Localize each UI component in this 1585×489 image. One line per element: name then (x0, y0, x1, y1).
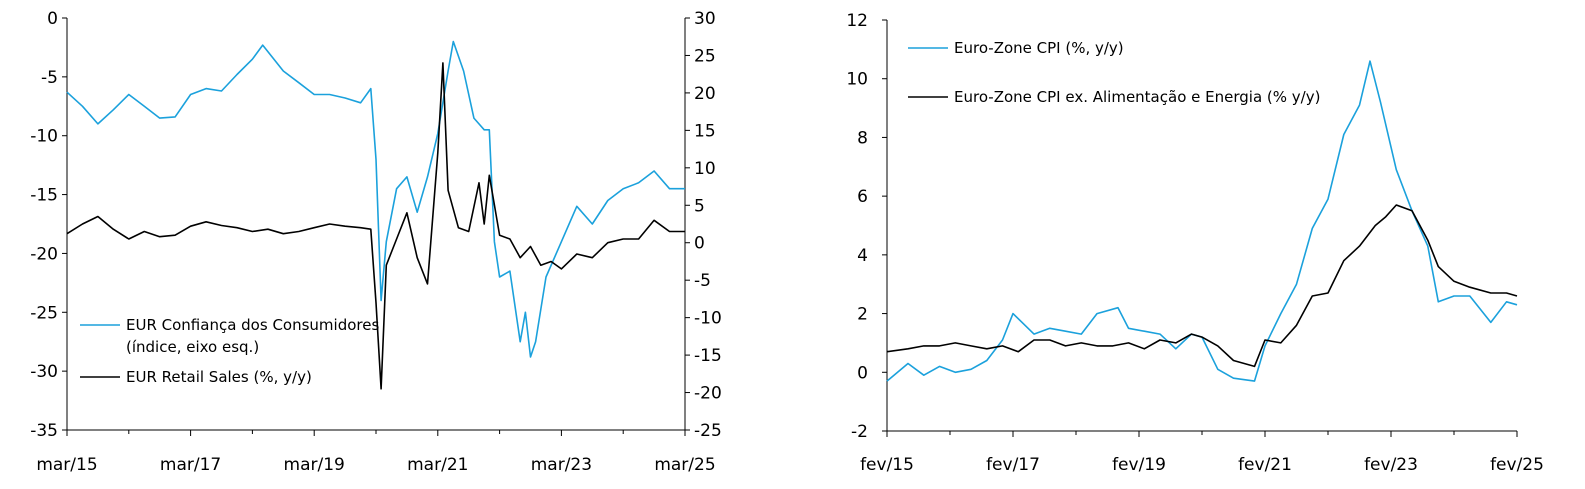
series-line-1 (66, 62, 685, 390)
y-tick-label: 10 (846, 70, 868, 90)
x-tick-label: fev/25 (1490, 455, 1544, 475)
x-tick-label: mar/25 (654, 455, 715, 475)
y2-tick-label: 5 (694, 196, 705, 216)
y2-tick-label: -25 (694, 421, 722, 441)
series-line-1 (886, 204, 1518, 368)
legend-label-1: EUR Retail Sales (%, y/y) (126, 368, 312, 386)
y-tick-label: -5 (41, 68, 58, 88)
y-tick-label: 4 (857, 246, 868, 266)
legend-label-0: (índice, eixo esq.) (126, 338, 259, 356)
y-tick-label: 2 (857, 305, 868, 325)
series-line-0 (66, 40, 685, 358)
y-tick-label: 6 (857, 187, 868, 207)
chart-euro-zone-cpi: 12 10 8 6 4 2 0 -2 fev/15 fev/17 fev/19 fev/21 fev/2… (846, 11, 1544, 475)
y-tick-label: -20 (30, 244, 58, 264)
y-tick-label: -10 (30, 127, 58, 147)
legend-label-0: Euro-Zone CPI (%, y/y) (954, 39, 1124, 57)
y-tick-label: 12 (846, 11, 868, 31)
x-tick-label: fev/15 (860, 455, 914, 475)
y2-tick-label: 10 (694, 159, 716, 179)
x-tick-label: mar/23 (531, 455, 592, 475)
legend-label-1: Euro-Zone CPI ex. Alimentação e Energia … (954, 88, 1320, 106)
y2-tick-label: 20 (694, 84, 716, 104)
x-tick-label: fev/19 (1112, 455, 1166, 475)
y2-tick-label: -20 (694, 384, 722, 404)
series-line-0 (886, 60, 1518, 382)
y2-tick-label: 0 (694, 234, 705, 254)
x-tick-label: fev/17 (986, 455, 1040, 475)
y-tick-label: -30 (30, 362, 58, 382)
y-tick-label: -25 (30, 303, 58, 323)
y2-tick-label: 30 (694, 9, 716, 29)
x-tick-label: mar/15 (36, 455, 97, 475)
x-tick-label: fev/21 (1238, 455, 1292, 475)
y-tick-label: -35 (30, 421, 58, 441)
chart-retail-sales-confidence: 0 -5 -10 -15 -20 -25 -30 -35 30 25 20 15 10 5 0 -5 -10 -1… (30, 9, 722, 475)
y2-tick-label: 15 (694, 121, 716, 141)
y2-tick-label: -5 (694, 271, 711, 291)
legend-label-0: EUR Confiança dos Consumidores (126, 316, 379, 334)
y2-tick-label: -10 (694, 309, 722, 329)
y-tick-label: -2 (851, 422, 868, 442)
y2-tick-label: 25 (694, 46, 716, 66)
x-tick-label: mar/19 (284, 455, 345, 475)
x-tick-label: fev/23 (1364, 455, 1418, 475)
y-tick-label: -15 (30, 186, 58, 206)
y2-tick-label: -15 (694, 346, 722, 366)
y-tick-label: 0 (857, 363, 868, 383)
x-tick-label: mar/17 (160, 455, 221, 475)
x-tick-label: mar/21 (407, 455, 468, 475)
y-tick-label: 0 (47, 9, 58, 29)
y-tick-label: 8 (857, 128, 868, 148)
